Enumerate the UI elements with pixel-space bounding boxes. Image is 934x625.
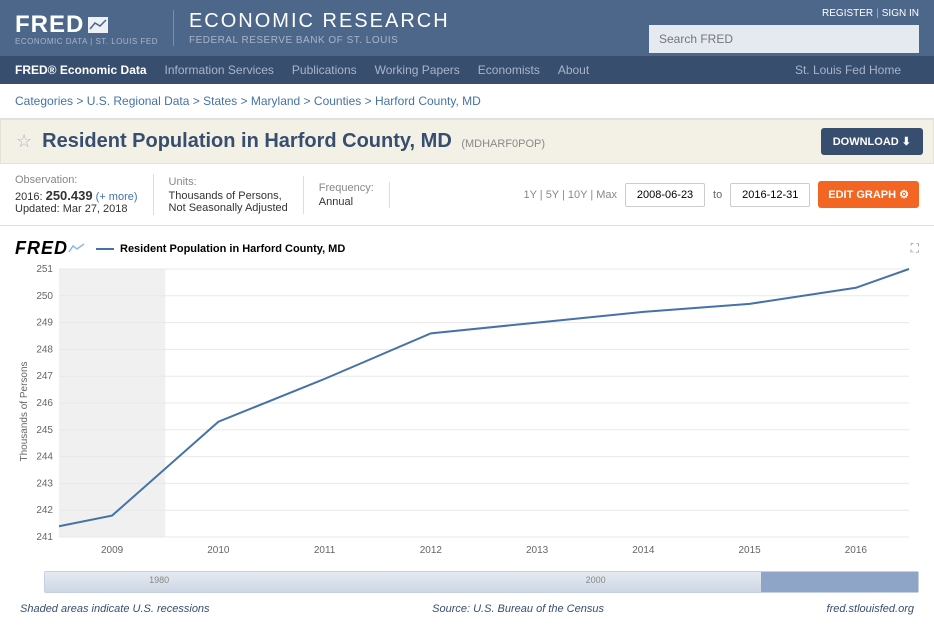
meta-bar: Observation: 2016: 250.439 (+ more) Upda… [0,164,934,226]
title-bar: ☆ Resident Population in Harford County,… [0,119,934,164]
nav-economic-data[interactable]: FRED® Economic Data [15,63,147,77]
breadcrumb: Categories > U.S. Regional Data > States… [0,84,934,119]
signin-link[interactable]: SIGN IN [882,8,919,19]
svg-text:2015: 2015 [739,545,762,556]
svg-text:246: 246 [36,398,53,409]
legend-text: Resident Population in Harford County, M… [120,243,345,255]
line-chart[interactable]: 241 242 243 244 245 246 247 248 249 250 251 2009 201… [15,264,919,559]
svg-text:2009: 2009 [101,545,124,556]
units-block: Units: Thousands of Persons, Not Seasona… [169,176,304,214]
main-nav: FRED® Economic Data Information Services… [0,56,934,84]
svg-text:244: 244 [36,452,53,463]
nav-fed-home[interactable]: St. Louis Fed Home [795,63,901,77]
time-scrubber[interactable]: 19802000 [44,571,919,593]
svg-text:251: 251 [36,264,53,275]
svg-text:247: 247 [36,371,53,382]
nav-working-papers[interactable]: Working Papers [375,63,460,77]
download-button[interactable]: DOWNLOAD ⬇ [821,128,923,155]
date-to-input[interactable] [730,183,810,207]
nav-economists[interactable]: Economists [478,63,540,77]
observation-block: Observation: 2016: 250.439 (+ more) Upda… [15,174,154,215]
fred-logo[interactable]: FRED ECONOMIC DATA | ST. LOUIS FED [15,11,158,46]
crumb-harford[interactable]: Harford County, MD [375,94,481,108]
crumb-counties[interactable]: Counties [314,94,361,108]
expand-icon[interactable]: ⛶ [911,241,919,256]
crumb-maryland[interactable]: Maryland [251,94,300,108]
svg-text:241: 241 [36,532,53,543]
crumb-states[interactable]: States [203,94,237,108]
favorite-star-icon[interactable]: ☆ [16,131,32,152]
chart-footer: Shaded areas indicate U.S. recessions So… [0,593,934,625]
range-selector[interactable]: 1Y | 5Y | 10Y | Max [523,189,617,201]
svg-text:2011: 2011 [314,545,336,556]
chart-container: FRED Resident Population in Harford Coun… [0,226,934,569]
auth-links: REGISTER|SIGN IN [822,8,919,19]
site-title-block: ECONOMIC RESEARCH FEDERAL RESERVE BANK O… [189,10,450,46]
frequency-block: Frequency: Annual [319,182,390,208]
series-id: (MDHARF0POP) [461,138,545,150]
scrubber-selection[interactable] [761,572,918,592]
svg-text:248: 248 [36,344,53,355]
site-subtitle: FEDERAL RESERVE BANK OF ST. LOUIS [189,35,450,46]
nav-publications[interactable]: Publications [292,63,357,77]
svg-text:2010: 2010 [207,545,230,556]
svg-text:249: 249 [36,318,53,329]
source-note: Source: U.S. Bureau of the Census [432,603,604,615]
site-title: ECONOMIC RESEARCH [189,10,450,33]
page-title: Resident Population in Harford County, M… [42,130,545,153]
nav-info-services[interactable]: Information Services [165,63,274,77]
svg-text:250: 250 [36,291,53,302]
site-header: FRED ECONOMIC DATA | ST. LOUIS FED ECONO… [0,0,934,56]
nav-about[interactable]: About [558,63,589,77]
svg-text:243: 243 [36,478,53,489]
logo-chart-icon [88,17,108,33]
crumb-categories[interactable]: Categories [15,94,73,108]
header-divider [173,10,174,46]
recession-note: Shaded areas indicate U.S. recessions [20,603,210,615]
svg-text:Thousands of Persons: Thousands of Persons [19,361,30,461]
search-input[interactable] [649,25,919,53]
svg-text:2012: 2012 [420,545,443,556]
crumb-regional[interactable]: U.S. Regional Data [87,94,190,108]
svg-text:242: 242 [36,505,53,516]
more-link[interactable]: (+ more) [96,191,138,203]
edit-graph-button[interactable]: EDIT GRAPH ⚙ [818,181,919,208]
chart-fred-logo: FRED [15,238,86,259]
svg-text:2014: 2014 [632,545,655,556]
site-url: fred.stlouisfed.org [827,603,914,615]
legend-swatch [96,248,114,250]
svg-text:245: 245 [36,425,53,436]
register-link[interactable]: REGISTER [822,8,873,19]
date-from-input[interactable] [625,183,705,207]
svg-text:2013: 2013 [526,545,549,556]
svg-text:2016: 2016 [845,545,868,556]
